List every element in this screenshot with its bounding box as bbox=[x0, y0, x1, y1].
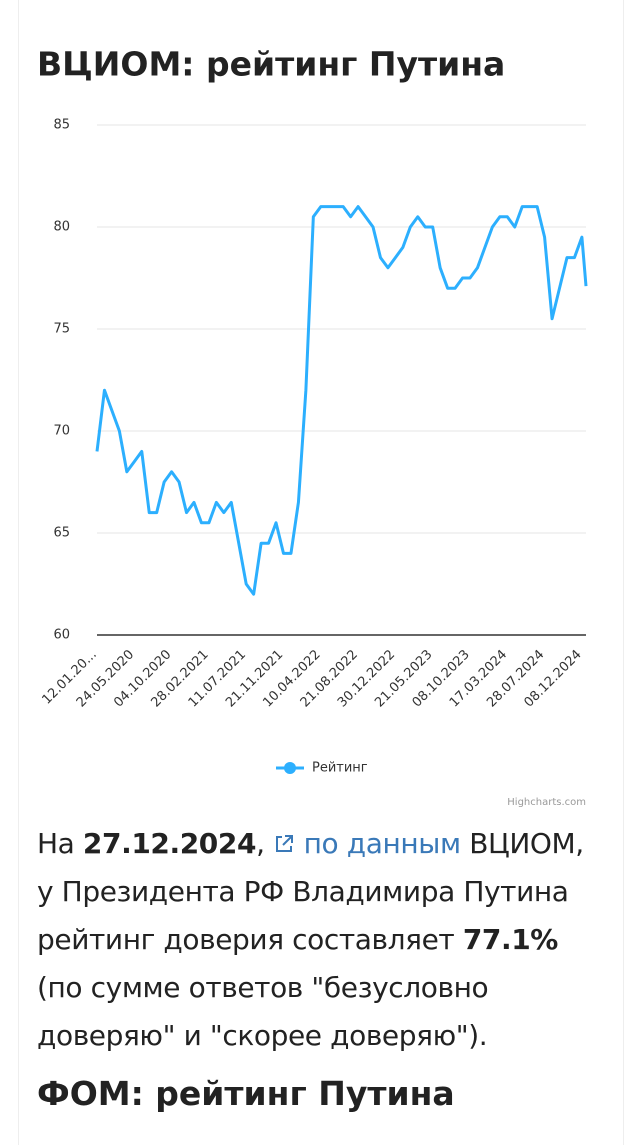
text: (по сумме ответов "безусловно доверяю" и… bbox=[37, 971, 489, 1052]
credit: Highcharts.com bbox=[507, 797, 586, 808]
text: ВЦИОМ, у Президента РФ Владимира Путина … bbox=[37, 827, 584, 956]
external-icon bbox=[276, 835, 294, 852]
date: 27.12.2024 bbox=[82, 827, 257, 860]
text: , bbox=[256, 827, 274, 860]
y-tick-label: 65 bbox=[53, 526, 70, 541]
value: 77.1% bbox=[462, 923, 559, 956]
y-tick-label: 80 bbox=[53, 220, 70, 235]
paragraph: На 27.12.2024, по данным ВЦИОМ, у Презид… bbox=[37, 820, 607, 1060]
y-tick-label: 85 bbox=[53, 118, 70, 133]
text: На bbox=[37, 827, 83, 860]
y-tick-label: 60 bbox=[53, 628, 70, 643]
y-tick-label: 75 bbox=[53, 322, 70, 337]
heading: ФОМ: рейтинг Путина bbox=[37, 1074, 455, 1113]
chart: ВЦИОМ: рейтинг Путина 60657075808512.01.… bbox=[37, 45, 588, 808]
line bbox=[95, 205, 588, 596]
legend-label: Рейтинг bbox=[312, 761, 368, 776]
card bbox=[18, 0, 624, 1145]
link-text: по данным bbox=[303, 827, 462, 860]
legend-marker bbox=[284, 762, 296, 774]
source-link[interactable]: по данным bbox=[273, 827, 461, 860]
chart-title: ВЦИОМ: рейтинг Путина bbox=[37, 45, 505, 84]
y-tick-label: 70 bbox=[53, 424, 70, 439]
